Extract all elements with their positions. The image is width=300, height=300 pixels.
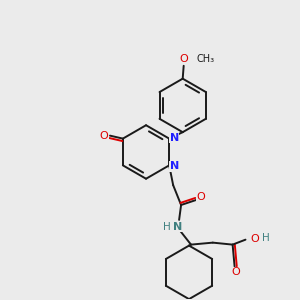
Text: O: O	[250, 234, 259, 244]
Text: O: O	[179, 54, 188, 64]
Text: O: O	[100, 130, 108, 141]
Text: CH₃: CH₃	[196, 54, 215, 64]
Text: H: H	[163, 222, 171, 232]
Text: H: H	[262, 233, 270, 243]
Text: O: O	[231, 267, 240, 278]
Text: N: N	[173, 222, 183, 232]
Text: N: N	[169, 133, 179, 142]
Text: N: N	[169, 161, 179, 171]
Text: O: O	[196, 192, 205, 202]
